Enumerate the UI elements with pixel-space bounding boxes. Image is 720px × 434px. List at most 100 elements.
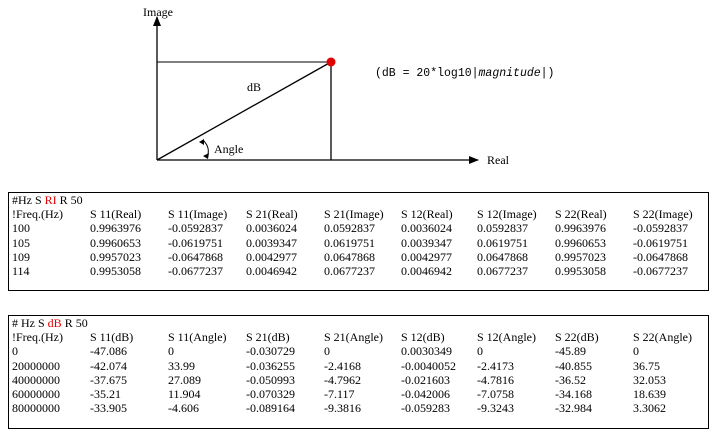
angle-arc-arrowhead-bottom: [203, 153, 209, 159]
ri-table-cell: 0.0039347: [246, 235, 297, 250]
db-formula: (dB = 20*log10|magnitude|): [375, 67, 554, 80]
y-axis-label: Image: [143, 5, 173, 19]
formula-prefix: (dB = 20*log10|: [375, 67, 479, 80]
db-table-cell: -9.3243: [477, 401, 514, 416]
ri-table-cell: 0.0677237: [324, 264, 375, 279]
db-column-header: S 22(Angle): [633, 330, 692, 345]
db-table-row: 80000000 -33.905 -4.606 -0.089164 -9.3816 -0.…: [9, 401, 708, 415]
ri-table-cell: 0.9963976: [90, 221, 141, 236]
ri-table-cell: 0.9953058: [90, 264, 141, 279]
db-table-cell: 36.75: [633, 358, 660, 373]
ri-column-header: !Freq.(Hz): [12, 207, 63, 222]
db-label: dB: [247, 80, 262, 94]
db-table-row: 0 -47.086 0 -0.030729 0 0.0030349 0 -45.89 0: [9, 344, 708, 358]
ri-column-header: S 21(Real): [246, 207, 298, 222]
db-header-suffix: R 50: [61, 316, 88, 330]
db-table-header-row: # Hz S dB R 50: [9, 316, 708, 330]
db-table-cell: -7.117: [324, 387, 355, 402]
ri-table-cell: 100: [12, 221, 30, 236]
db-table-cell: 0: [633, 344, 639, 359]
angle-label: Angle: [214, 142, 244, 156]
ri-table-cell: -0.0677237: [633, 264, 688, 279]
ri-column-header: S 11(Image): [168, 207, 228, 222]
ri-table-row: 114 0.9953058 -0.0677237 0.0046942 0.0677237…: [9, 264, 708, 278]
db-table-cell: -34.168: [555, 387, 592, 402]
ri-column-header: S 21(Image): [324, 207, 384, 222]
ri-column-header: S 11(Real): [90, 207, 142, 222]
ri-table-cell: 0.0619751: [324, 235, 375, 250]
ri-table-cell: 0.0036024: [401, 221, 452, 236]
db-table-row: 40000000 -37.675 27.089 -0.050993 -4.7962 -0.…: [9, 373, 708, 387]
ri-table-cell: -0.0647868: [168, 249, 223, 264]
db-table: # Hz S dB R 50 !Freq.(Hz) S 11(dB) S 11(An…: [9, 316, 708, 415]
db-table-cell: -40.855: [555, 358, 592, 373]
db-table-cell: -42.074: [90, 358, 127, 373]
db-table-cell: -0.070329: [246, 387, 295, 402]
db-table-cell: -37.675: [90, 372, 127, 387]
ri-table-cell: 114: [12, 264, 30, 279]
db-table-cell: -0.059283: [401, 401, 450, 416]
ri-column-header: S 22(Image): [633, 207, 693, 222]
db-table-cell: -32.984: [555, 401, 592, 416]
ri-table-cell: 0.0592837: [324, 221, 375, 236]
db-table-cell: -0.0040052: [401, 358, 456, 373]
ri-column-header-row: !Freq.(Hz) S 11(Real) S 11(Image) S 21(Real…: [9, 207, 708, 221]
ri-table-cell: 0.0036024: [246, 221, 297, 236]
ri-table-cell: 0.9960653: [555, 235, 606, 250]
db-table-cell: -0.089164: [246, 401, 295, 416]
ri-header-format: RI: [44, 193, 57, 207]
ri-table-cell: 0.9960653: [90, 235, 141, 250]
db-table-row: 20000000 -42.074 33.99 -0.036255 -2.4168 -0.0…: [9, 359, 708, 373]
db-column-header: S 22(dB): [555, 330, 599, 345]
db-table-cell: -0.036255: [246, 358, 295, 373]
db-column-header: S 12(dB): [401, 330, 445, 345]
ri-table: #Hz S RI R 50 !Freq.(Hz) S 11(Real) S 11(I…: [9, 193, 708, 278]
ri-table-cell: 109: [12, 249, 30, 264]
ri-column-header: S 12(Real): [401, 207, 453, 222]
db-table-cell: 20000000: [12, 358, 60, 373]
ri-table-row: 109 0.9957023 -0.0647868 0.0042977 0.0647868…: [9, 250, 708, 264]
db-table-cell: 40000000: [12, 372, 60, 387]
db-table-cell: -47.086: [90, 344, 127, 359]
db-table-box: # Hz S dB R 50 !Freq.(Hz) S 11(dB) S 11(An…: [8, 315, 709, 429]
ri-table-cell: 0.0619751: [477, 235, 528, 250]
db-table-cell: 0: [477, 344, 483, 359]
ri-table-cell: -0.0647868: [633, 249, 688, 264]
ri-table-cell: 0.0046942: [401, 264, 452, 279]
db-table-cell: -2.4168: [324, 358, 361, 373]
db-table-cell: 32.053: [633, 372, 666, 387]
db-table-cell: -0.021603: [401, 372, 450, 387]
db-table-header: # Hz S dB R 50: [9, 316, 708, 330]
ri-header-prefix: #Hz S: [12, 193, 45, 207]
ri-table-cell: 0.9957023: [90, 249, 141, 264]
db-table-cell: 0: [168, 344, 174, 359]
ri-table-cell: -0.0592837: [168, 221, 223, 236]
ri-table-cell: -0.0677237: [168, 264, 223, 279]
db-table-cell: -33.905: [90, 401, 127, 416]
db-table-row: 60000000 -35.21 11.904 -0.070329 -7.117 -0.04…: [9, 387, 708, 401]
db-table-cell: 0: [12, 344, 18, 359]
point-marker: [326, 57, 336, 67]
db-table-cell: 0: [324, 344, 330, 359]
db-header-format: dB: [47, 316, 62, 330]
db-table-cell: -4.606: [168, 401, 199, 416]
db-table-cell: -2.4173: [477, 358, 514, 373]
db-table-cell: -45.89: [555, 344, 586, 359]
polar-diagram: Image Real dB Angle (dB = 20*log10|magni…: [0, 0, 720, 190]
ri-table-cell: -0.0619751: [168, 235, 223, 250]
db-column-header: !Freq.(Hz): [12, 330, 63, 345]
ri-table-cell: 0.0592837: [477, 221, 528, 236]
ri-table-header: #Hz S RI R 50: [9, 193, 708, 207]
angle-arc-arrowhead-top: [199, 139, 204, 145]
magnitude-vector: [156, 61, 332, 161]
ri-table-row: 100 0.9963976 -0.0592837 0.0036024 0.0592837…: [9, 221, 708, 235]
ri-table-cell: -0.0619751: [633, 235, 688, 250]
db-table-cell: -0.030729: [246, 344, 295, 359]
db-column-header: S 12(Angle): [477, 330, 536, 345]
ri-table-cell: 0.9963976: [555, 221, 606, 236]
ri-table-header-row: #Hz S RI R 50: [9, 193, 708, 207]
db-table-cell: -7.0758: [477, 387, 514, 402]
db-table-cell: -35.21: [90, 387, 121, 402]
ri-table-cell: 0.9953058: [555, 264, 606, 279]
formula-italic: magnitude: [478, 67, 541, 80]
